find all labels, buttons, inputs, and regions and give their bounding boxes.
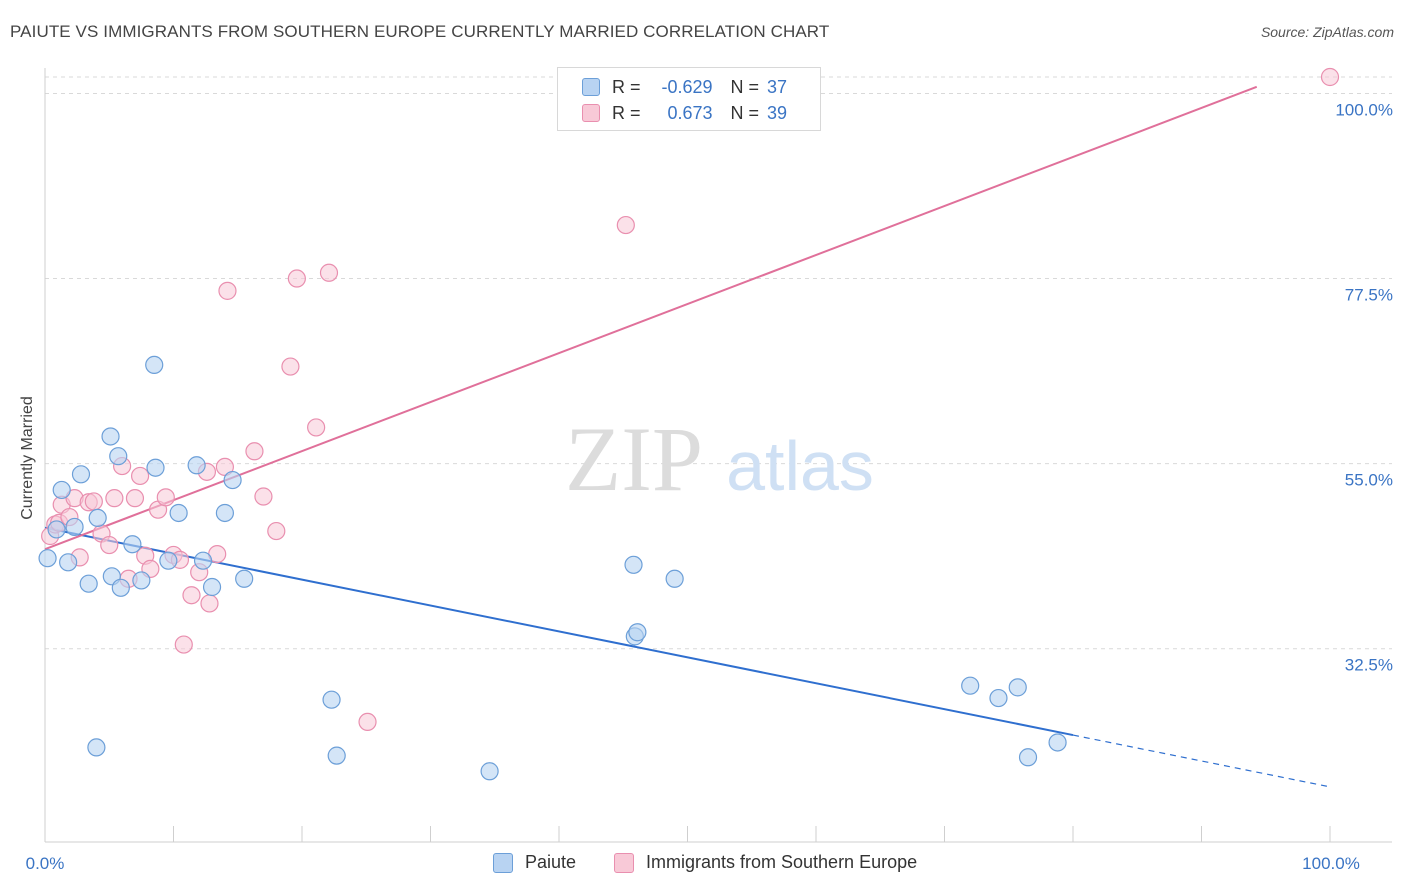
immigrants-point — [281, 357, 300, 376]
immigrants-point — [200, 594, 219, 613]
immigrants-point — [616, 215, 635, 235]
immigrants-point — [1320, 67, 1340, 87]
r-label: R = — [612, 102, 641, 123]
immigrants-point — [319, 263, 339, 282]
legend-item-paiute[interactable]: Paiute — [493, 852, 576, 873]
tick-labels: 32.5% 55.0% 77.5% 100.0% 0.0% 100.0% — [26, 100, 1393, 873]
paiute-point — [59, 553, 78, 572]
immigrants-point — [156, 488, 175, 507]
chart-title: PAIUTE VS IMMIGRANTS FROM SOUTHERN EUROP… — [10, 22, 830, 41]
immigrants-point — [125, 489, 145, 508]
paiute-point — [71, 465, 91, 484]
paiute-point — [123, 535, 142, 554]
n-label: N = — [730, 76, 760, 97]
n-value: 39 — [767, 102, 788, 123]
immigrants-point — [358, 712, 377, 732]
source-label: Source: ZipAtlas.com — [1260, 24, 1394, 40]
paiute-point — [52, 480, 71, 500]
immigrants-point — [287, 269, 306, 288]
x-tick-label: 0.0% — [26, 854, 65, 873]
paiute-point — [193, 551, 213, 570]
paiute-point — [109, 447, 128, 466]
paiute-point — [47, 520, 66, 539]
paiute-point — [628, 623, 647, 642]
y-tick-label: 77.5% — [1345, 286, 1393, 305]
series-legend: Paiute Immigrants from Southern Europe — [0, 852, 1406, 878]
immigrants-point — [174, 635, 193, 654]
paiute-point — [624, 555, 643, 574]
y-tick-label: 32.5% — [1345, 656, 1393, 675]
r-value: 0.673 — [667, 102, 713, 123]
paiute-point — [79, 574, 98, 593]
paiute-legend-label: Paiute — [525, 852, 577, 872]
watermark-atlas: atlas — [726, 427, 874, 505]
paiute-point — [65, 517, 84, 537]
y-tick-label: 100.0% — [1335, 100, 1393, 119]
n-label: N = — [730, 102, 760, 123]
paiute-point — [961, 676, 980, 695]
x-tick-label: 100.0% — [1302, 854, 1360, 873]
paiute-point — [665, 569, 684, 588]
immigrants-point — [130, 466, 150, 486]
r-label: R = — [612, 76, 641, 97]
paiute-point — [223, 470, 242, 490]
y-tick-label: 55.0% — [1345, 471, 1393, 490]
axes — [44, 68, 1392, 843]
paiute-point — [146, 458, 165, 477]
grid-lines — [45, 76, 1392, 650]
paiute-point — [169, 503, 188, 523]
paiute-trend-extension — [1072, 734, 1331, 788]
paiute-point — [1008, 678, 1027, 697]
legend-item-immigrants[interactable]: Immigrants from Southern Europe — [614, 852, 917, 873]
paiute-point — [159, 551, 178, 570]
paiute-point — [215, 503, 234, 523]
immigrants-point — [218, 281, 237, 300]
paiute-point — [480, 762, 499, 781]
immigrants-trend-line — [44, 85, 1258, 551]
paiute-point — [327, 746, 346, 765]
paiute-point — [322, 690, 341, 709]
immigrants-point — [105, 489, 124, 508]
immigrants-point — [182, 586, 201, 605]
paiute-point — [202, 577, 222, 597]
paiute-legend-swatch — [493, 852, 513, 873]
watermark-zip: ZIP — [565, 408, 703, 510]
paiute-point — [235, 569, 254, 588]
immigrants-point — [245, 442, 264, 461]
legend-row-immigrants: R = 0.673 N = 39 — [582, 101, 787, 125]
paiute-point — [88, 508, 107, 528]
paiute-point — [145, 355, 164, 375]
immigrants-point — [267, 521, 286, 541]
paiute-point — [989, 688, 1008, 708]
immigrants-swatch — [582, 104, 600, 122]
immigrants-legend-swatch — [614, 852, 634, 873]
n-value: 37 — [767, 76, 788, 97]
paiute-point — [132, 571, 151, 590]
correlation-legend: R = -0.629 N = 37 R = 0.673 N = 39 — [557, 67, 821, 131]
immigrants-point — [100, 535, 119, 555]
paiute-swatch — [582, 78, 600, 96]
paiute-point — [38, 549, 57, 568]
r-value: -0.629 — [661, 76, 713, 97]
paiute-point — [101, 427, 120, 446]
paiute-point — [1018, 748, 1038, 767]
paiute-point — [1048, 733, 1067, 752]
immigrants-point — [254, 487, 273, 506]
immigrants-point — [84, 492, 103, 511]
paiute-point — [111, 578, 130, 597]
immigrants-legend-label: Immigrants from Southern Europe — [646, 852, 918, 872]
legend-row-paiute: R = -0.629 N = 37 — [582, 75, 787, 99]
paiute-point — [87, 738, 106, 757]
immigrants-point — [307, 418, 326, 437]
data-points — [38, 67, 1340, 781]
paiute-point — [187, 456, 206, 475]
